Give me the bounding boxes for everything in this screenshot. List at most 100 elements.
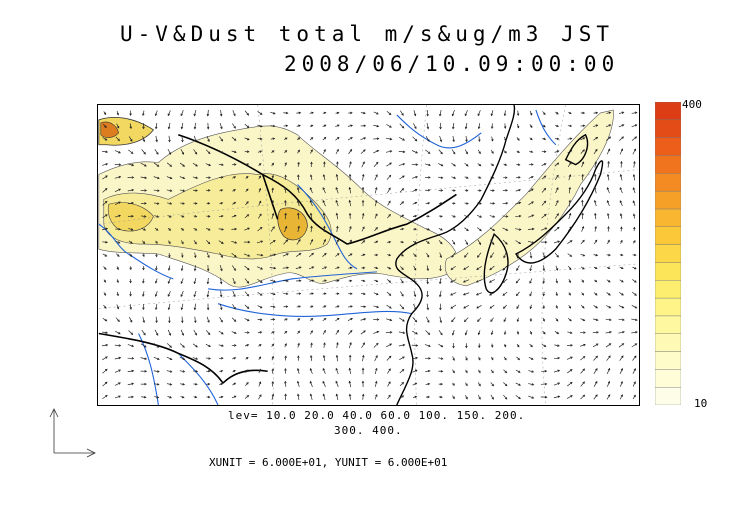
wind-vector-head [168,152,172,155]
wind-vector [439,290,442,297]
wind-vector-head [324,266,328,269]
wind-vector [606,187,610,194]
wind-vector-head [491,163,495,166]
wind-vector-head [440,357,444,360]
wind-vector [399,188,404,193]
wind-vector-head [207,214,211,218]
country-borders [98,134,457,384]
wind-vector [491,136,494,142]
wind-vector-head [440,189,444,192]
wind-vector [554,252,559,258]
wind-vector-head [311,292,314,295]
wind-vector [398,331,405,334]
wind-vector-head [414,395,418,399]
wind-vector-head [608,111,612,115]
wind-vector-head [462,293,466,296]
wind-vector-head [388,227,392,231]
wind-vector-head [246,394,250,398]
wind-vector-head [557,240,561,243]
wind-vector [153,176,160,179]
wind-vector-head [543,150,547,153]
wind-vector-head [502,293,506,296]
wind-vector [154,149,159,155]
wind-vector-head [543,124,546,128]
wind-vector-head [284,199,287,203]
wind-vector-head [505,202,509,205]
wind-vector [619,148,623,155]
wind-vector-head [169,357,173,360]
wind-vector-head [117,254,120,257]
wind-vector-head [167,113,171,117]
wind-vector [553,396,560,399]
dust-concentration-fill [98,109,614,288]
wind-vector [231,395,237,399]
wind-vector-head [208,163,212,167]
wind-vector-head [464,332,468,336]
wind-vector-head [375,393,378,397]
wind-vector-head [297,393,300,397]
wind-vector [385,318,392,321]
wind-vector-head [490,113,494,117]
wind-vector-head [298,252,302,256]
wind-vector-head [570,395,573,398]
wind-vector-head [478,189,482,192]
wind-vector-head [544,369,548,373]
graticule-lines [98,105,639,405]
wind-vector-head [118,382,121,385]
wind-vector [515,240,521,244]
wind-vector-head [489,267,492,271]
wind-vector-head [118,344,122,347]
wind-vector-head [505,215,509,218]
wind-vector-head [336,111,340,115]
wind-vector-head [376,149,380,153]
wind-vector-head [322,174,326,177]
wind-vector-head [530,125,533,129]
wind-vector-head [298,266,302,269]
wind-vector [452,122,455,129]
wind-vector [542,252,546,258]
wind-vector-head [322,393,326,397]
wind-vector-head [466,202,469,205]
wind-vector-head [105,214,108,217]
wind-vector-head [505,228,509,231]
wind-vector-head [142,139,146,143]
wind-vector-head [154,113,158,117]
wind-vector-head [194,202,198,205]
wind-vector-head [415,344,419,347]
wind-vector-head [336,161,339,164]
wind-vector [606,148,611,155]
wind-vector [399,175,405,180]
wind-vector-head [323,124,327,127]
wind-vector [411,150,418,154]
wind-vector-head [583,343,586,347]
wind-vector-head [155,139,158,143]
wind-vector [114,150,121,154]
wind-vector [502,215,508,217]
wind-vector [308,266,314,270]
wind-vector-head [246,163,250,166]
wind-vector [114,215,121,218]
wind-vector-head [388,280,392,283]
wind-vector-head [363,137,367,140]
wind-vector-head [194,139,197,143]
wind-vector-head [478,370,481,374]
wind-vector-head [531,188,534,191]
wind-vector [580,253,585,257]
wind-vector-head [154,294,158,297]
wind-vector [374,368,378,375]
wind-vector-head [477,332,481,336]
wind-vector [477,252,482,258]
wind-vector-head [466,215,470,218]
wind-vector-head [543,331,546,335]
wind-vector-head [544,213,547,217]
wind-vector [411,330,418,335]
wind-vector-head [489,306,493,309]
wind-vector [375,381,377,387]
wind-vector-head [504,163,508,166]
wind-vector-head [595,355,598,359]
wind-vector-head [492,202,496,205]
wind-vector-head [323,317,327,321]
wind-vector [194,252,196,258]
wind-vector [271,213,274,220]
colorbar-cell [655,137,681,156]
